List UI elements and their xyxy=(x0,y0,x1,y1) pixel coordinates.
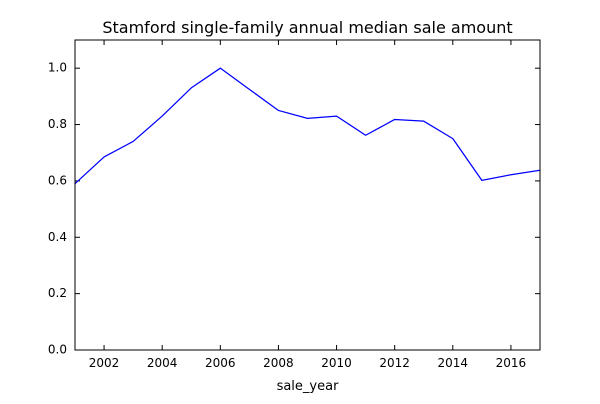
series-point-0-5 xyxy=(220,68,221,69)
y-tick-label: 0.6 xyxy=(48,173,67,187)
x-tick-label: 2010 xyxy=(321,356,352,370)
series-point-0-10 xyxy=(365,135,366,136)
series-point-0-13 xyxy=(452,138,453,139)
series-point-0-1 xyxy=(104,156,105,157)
series-line-0 xyxy=(74,67,541,185)
series-layer xyxy=(74,67,541,185)
y-tick-label: 0.0 xyxy=(48,343,67,357)
series-point-0-7 xyxy=(278,110,279,111)
series-point-0-4 xyxy=(191,87,192,88)
series-point-0-14 xyxy=(481,180,482,181)
y-tick-label: 0.4 xyxy=(48,230,67,244)
series-point-0-2 xyxy=(133,141,134,142)
series-point-0-12 xyxy=(423,121,424,122)
series-point-0-11 xyxy=(394,119,395,120)
y-tick-label: 0.2 xyxy=(48,286,67,300)
x-tick-label: 2016 xyxy=(496,356,527,370)
x-axis-label: sale_year xyxy=(277,379,340,394)
x-tick-label: 2012 xyxy=(379,356,410,370)
x-tick-label: 2006 xyxy=(205,356,236,370)
x-tick-label: 2004 xyxy=(147,356,178,370)
x-tick-label: 2002 xyxy=(89,356,120,370)
y-axis-ticks: 0.0 0.2 0.4 0.6 0.8 1.0 xyxy=(48,61,540,357)
series-point-0-3 xyxy=(162,116,163,117)
series-point-0-6 xyxy=(249,89,250,90)
chart-title: Stamford single-family annual median sal… xyxy=(102,18,512,37)
x-axis-ticks: 2002 2004 2006 2008 2010 2012 2014 2016 xyxy=(89,40,526,370)
plot-frame xyxy=(74,39,541,351)
series-point-0-15 xyxy=(510,174,511,175)
y-tick-label: 1.0 xyxy=(48,61,67,75)
x-tick-label: 2008 xyxy=(263,356,294,370)
y-tick-label: 0.8 xyxy=(48,117,67,131)
x-tick-label: 2014 xyxy=(438,356,469,370)
series-point-0-8 xyxy=(307,118,308,119)
series-point-0-9 xyxy=(336,116,337,117)
